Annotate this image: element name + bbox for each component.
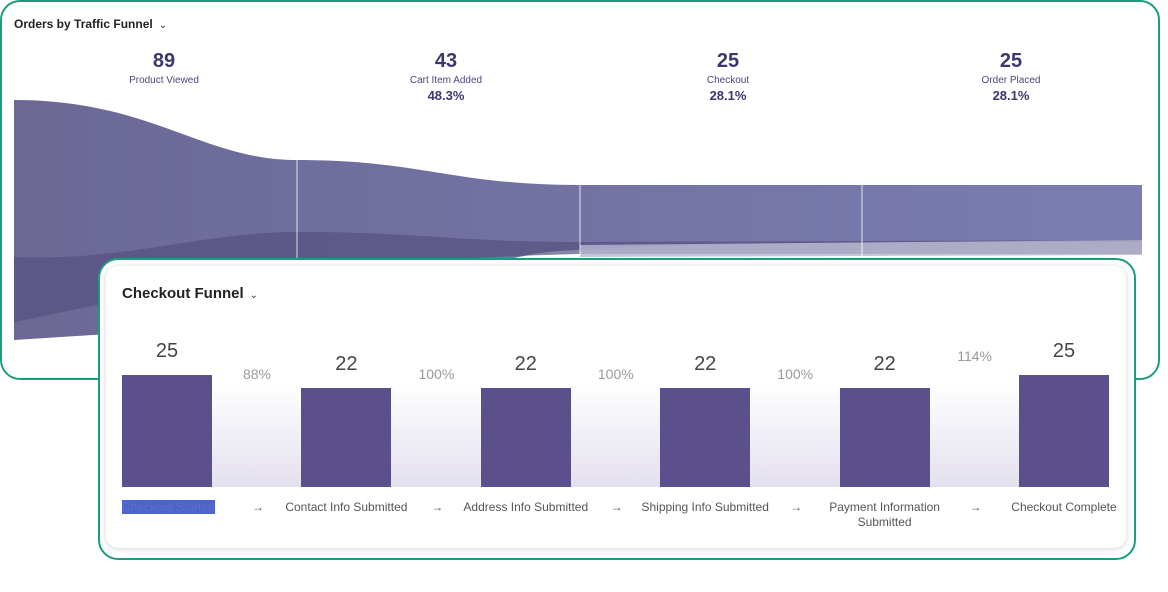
stage-count: 89 bbox=[152, 50, 176, 72]
arrow-right-icon: → bbox=[252, 500, 264, 514]
bar-value: 25 bbox=[1052, 340, 1076, 362]
traffic-funnel-title[interactable]: Orders by Traffic Funnel ⌄ bbox=[14, 17, 167, 31]
stage-pct: 28.1% bbox=[709, 88, 747, 103]
conversion-band bbox=[391, 381, 482, 487]
stage-order-placed: 25 Order Placed 28.1% bbox=[901, 50, 1121, 103]
stage-count: 25 bbox=[999, 50, 1023, 72]
bar-value: 22 bbox=[694, 353, 717, 376]
conversion-band bbox=[212, 381, 302, 487]
step-label: Checkout Started bbox=[122, 500, 215, 514]
step-label-container: Checkout Started bbox=[122, 500, 262, 515]
step-label-container: Contact Info Submitted bbox=[276, 500, 416, 515]
step-label-container: Shipping Info Submitted bbox=[635, 500, 775, 515]
conversion-pct: 88% bbox=[242, 366, 272, 382]
funnel-bar[interactable] bbox=[839, 388, 930, 487]
bar-value: 25 bbox=[155, 340, 179, 362]
conversion-band bbox=[929, 381, 1020, 487]
title-text: Checkout Funnel bbox=[122, 285, 244, 302]
stage-label: Order Placed bbox=[981, 75, 1041, 86]
stage-label: Cart Item Added bbox=[409, 75, 483, 86]
stage-count: 43 bbox=[434, 50, 458, 72]
conversion-pct: 100% bbox=[777, 366, 814, 382]
funnel-flow-order bbox=[580, 240, 1142, 257]
funnel-bar[interactable] bbox=[480, 388, 571, 487]
arrow-right-icon: → bbox=[431, 500, 444, 514]
stage-pct: 28.1% bbox=[992, 88, 1030, 103]
step-label-container: Address Info Submitted bbox=[456, 500, 596, 515]
funnel-bar[interactable] bbox=[1019, 375, 1109, 487]
step-label: Address Info Submitted bbox=[463, 500, 589, 514]
bar-value: 22 bbox=[335, 353, 358, 376]
conversion-pct: 100% bbox=[418, 366, 455, 382]
arrow-right-icon: → bbox=[790, 500, 803, 514]
step-label: Checkout Complete bbox=[1011, 500, 1117, 514]
bar-value: 22 bbox=[514, 353, 537, 376]
title-text: Orders by Traffic Funnel bbox=[14, 17, 153, 31]
funnel-bar[interactable] bbox=[301, 388, 392, 487]
conversion-band bbox=[750, 381, 841, 487]
funnel-flow-dropoff bbox=[14, 232, 1142, 322]
chevron-down-icon[interactable]: ⌄ bbox=[249, 290, 259, 301]
step-label-container: Checkout Complete bbox=[994, 500, 1126, 515]
step-label: Shipping Info Submitted bbox=[641, 500, 769, 514]
stage-cart-item-added: 43 Cart Item Added 48.3% bbox=[336, 50, 556, 103]
step-label: Payment Information Submitted bbox=[829, 500, 940, 529]
chevron-down-icon[interactable]: ⌄ bbox=[158, 20, 168, 31]
conversion-pct: 100% bbox=[597, 366, 634, 382]
checkout-funnel-title[interactable]: Checkout Funnel ⌄ bbox=[122, 285, 258, 302]
step-label: Contact Info Submitted bbox=[285, 500, 408, 514]
stage-count: 25 bbox=[716, 50, 740, 72]
conversion-band bbox=[570, 381, 661, 487]
stage-product-viewed: 89 Product Viewed bbox=[54, 50, 274, 86]
bar-value: 22 bbox=[873, 353, 896, 376]
stage-pct: 48.3% bbox=[427, 88, 465, 103]
conversion-pct: 114% bbox=[957, 348, 992, 364]
funnel-bar[interactable] bbox=[660, 388, 751, 487]
stage-label: Checkout bbox=[706, 75, 750, 86]
arrow-right-icon: → bbox=[969, 500, 982, 514]
step-label-container: Payment Information Submitted bbox=[815, 500, 955, 530]
arrow-right-icon: → bbox=[610, 500, 623, 514]
funnel-bar[interactable] bbox=[122, 375, 212, 487]
checkout-funnel-card: Checkout Funnel ⌄ 25 Checkout Started 88% → 2… bbox=[98, 258, 1136, 560]
stage-label: Product Viewed bbox=[129, 75, 199, 86]
stage-checkout: 25 Checkout 28.1% bbox=[618, 50, 838, 103]
